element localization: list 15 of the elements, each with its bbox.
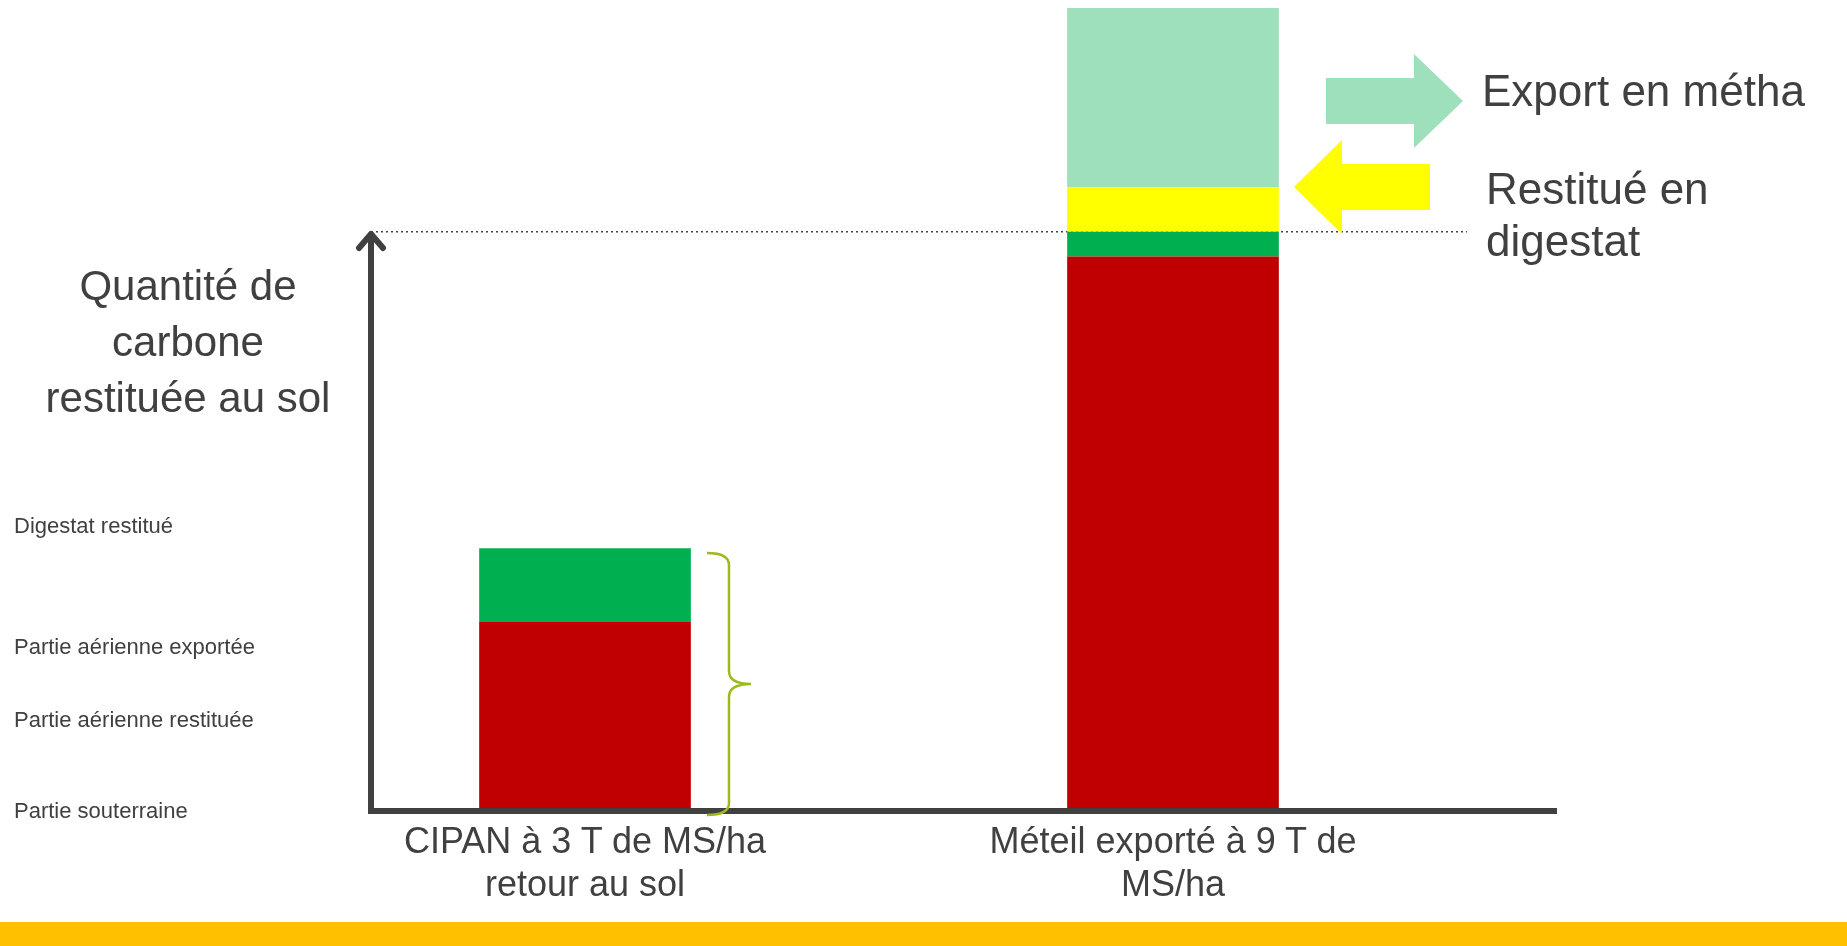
text: Partie aérienne exportée (14, 634, 255, 660)
text: Partie aérienne restituée (14, 707, 254, 733)
bar (1067, 256, 1279, 810)
bar (479, 548, 691, 623)
bar (479, 622, 691, 810)
text: Partie souterraine (14, 798, 188, 824)
text: Digestat restitué (14, 513, 173, 539)
x-tick-label: CIPAN à 3 T de MS/ha retour au sol (403, 820, 768, 905)
x-tick-label: Méteil exporté à 9 T de MS/ha (989, 820, 1357, 905)
bar (1067, 231, 1279, 257)
annotation: Export en métha (1482, 66, 1805, 116)
annotation: Restitué en digestat (1486, 163, 1710, 267)
y-axis-title: Quantité de carbone restituée au sol (44, 261, 332, 423)
bar (1067, 187, 1279, 232)
bar (1067, 8, 1279, 188)
